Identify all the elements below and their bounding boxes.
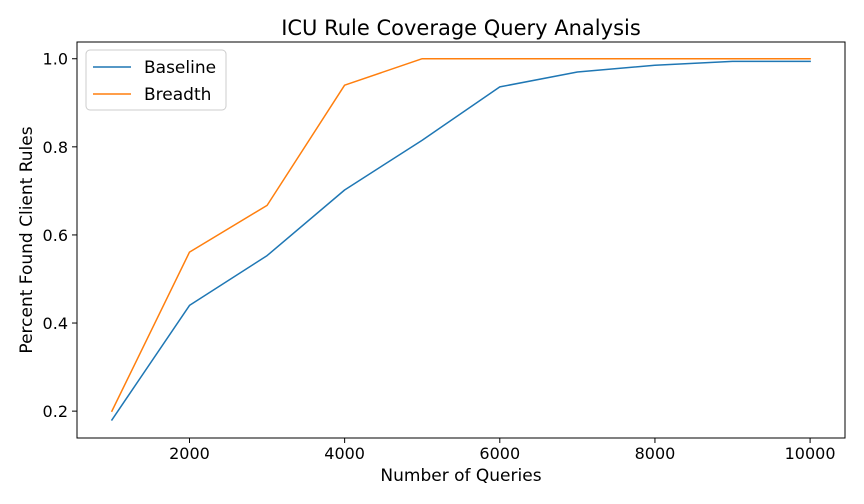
y-tick-label: 0.8 [43, 138, 68, 157]
y-axis-label: Percent Found Client Rules [17, 126, 37, 353]
y-tick-label: 0.2 [43, 402, 68, 421]
x-tick-label: 6000 [479, 444, 520, 463]
plot-frame [76, 41, 846, 439]
x-axis-label: Number of Queries [380, 466, 541, 486]
y-tick-label: 1.0 [43, 50, 68, 69]
axes-layer: 2000 4000 6000 8000 10000 0.2 0.4 0.6 0.8 1.0 [43, 50, 836, 463]
x-tick-label: 10000 [785, 444, 836, 463]
series-line-breadth [110, 57, 811, 413]
legend-frame [85, 49, 227, 111]
series-layer [110, 57, 811, 421]
legend-label-breadth: Breadth [144, 85, 211, 105]
legend: Baseline Breadth [85, 49, 227, 111]
chart-title: ICU Rule Coverage Query Analysis [281, 16, 641, 40]
y-tick-label: 0.6 [43, 226, 68, 245]
x-tick-label: 4000 [324, 444, 365, 463]
y-tick-label: 0.4 [43, 314, 68, 333]
series-line-baseline [110, 60, 811, 421]
x-tick-label: 2000 [169, 444, 210, 463]
x-tick-label: 8000 [635, 444, 676, 463]
legend-label-baseline: Baseline [144, 58, 216, 78]
